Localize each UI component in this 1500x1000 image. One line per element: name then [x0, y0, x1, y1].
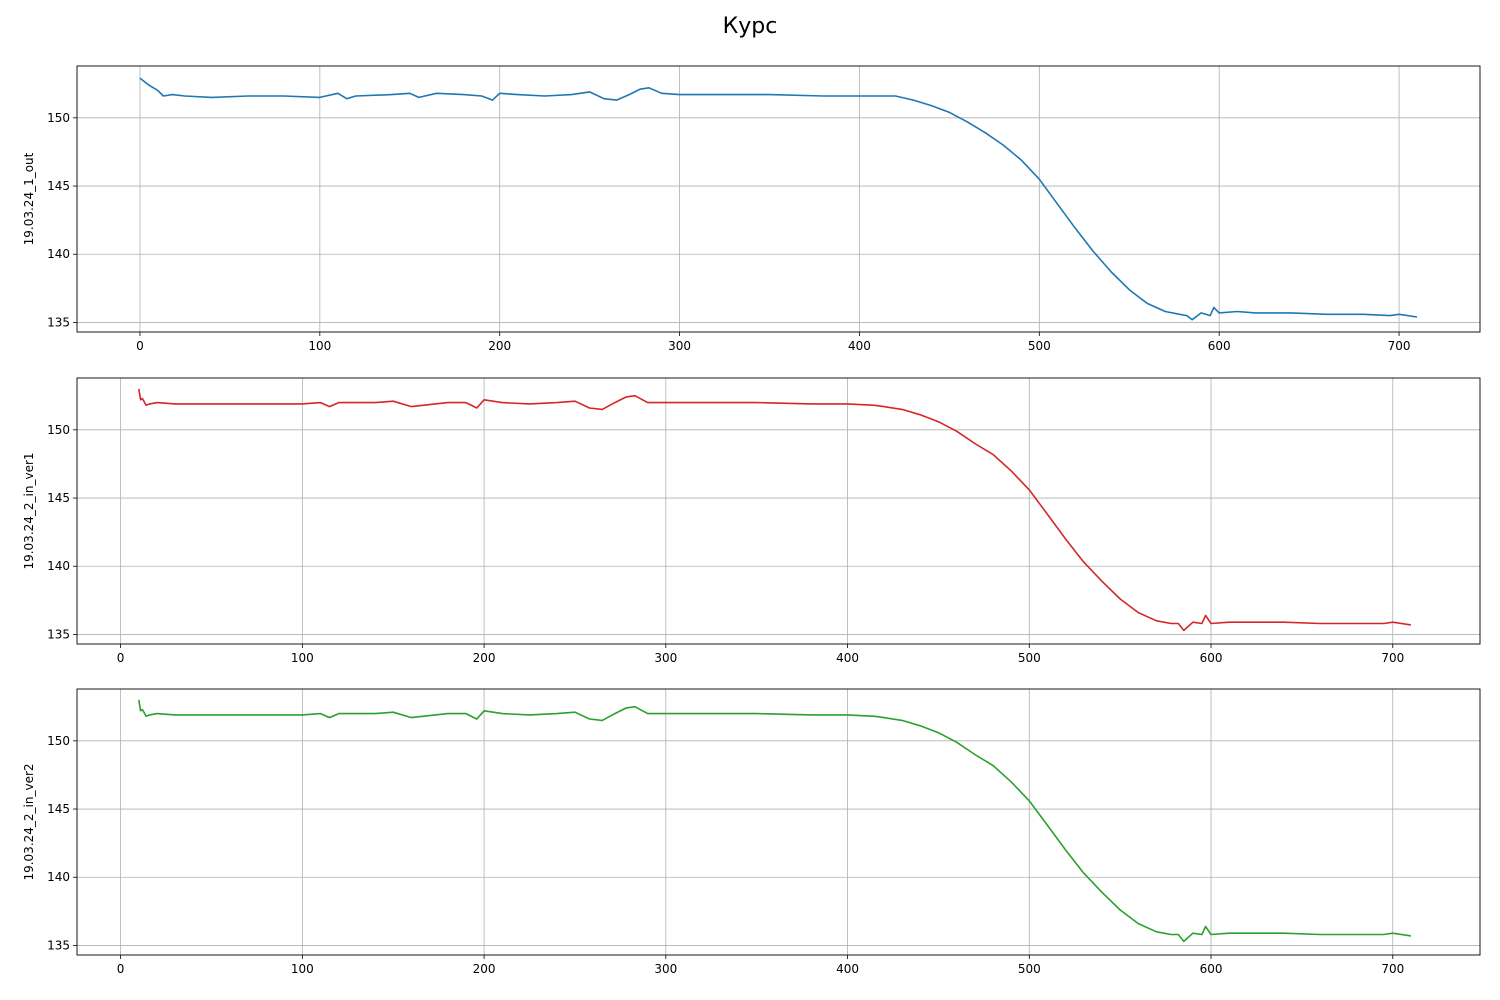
- y-tick-label: 145: [47, 802, 70, 816]
- subplot-3: 0 100 200 300 400 500 600 700 135 140 145 150 19.03.…: [22, 688, 1481, 976]
- x-tick-label: 0: [136, 339, 144, 353]
- subplot-1: 0 100 200 300 400 500 600 700 135 140 145 150 19.03.…: [22, 65, 1481, 353]
- x-tick-label: 500: [1028, 339, 1051, 353]
- axes-frame: [76, 377, 1481, 645]
- x-tick-label: 400: [836, 651, 859, 665]
- y-axis-label: 19.03.24_2_in_ver2: [22, 763, 36, 880]
- series-line-2-1: [138, 388, 1412, 632]
- y-tick-label: 135: [47, 938, 70, 952]
- y-tick-label: 135: [47, 315, 70, 329]
- figure-title: Курс: [722, 14, 778, 39]
- x-tick-label: 700: [1381, 651, 1404, 665]
- x-tick-label: 100: [291, 651, 314, 665]
- x-tick-label: 600: [1200, 651, 1223, 665]
- x-tick-label: 600: [1208, 339, 1231, 353]
- y-tick-label: 140: [47, 870, 70, 884]
- x-tick-label: 500: [1018, 962, 1041, 976]
- x-tick-label: 600: [1200, 962, 1223, 976]
- y-axis-label: 19.03.24_2_in_ver1: [22, 452, 36, 569]
- x-tick-label: 500: [1018, 651, 1041, 665]
- y-tick-label: 145: [47, 179, 70, 193]
- x-tick-label: 200: [473, 962, 496, 976]
- x-tick-label: 700: [1381, 962, 1404, 976]
- y-tick-label: 140: [47, 559, 70, 573]
- y-tick-label: 150: [47, 734, 70, 748]
- x-tick-label: 100: [291, 962, 314, 976]
- x-tick-label: 200: [473, 651, 496, 665]
- x-tick-label: 100: [308, 339, 331, 353]
- y-tick-label: 140: [47, 247, 70, 261]
- x-tick-label: 0: [117, 962, 125, 976]
- subplot-2: 0 100 200 300 400 500 600 700 135 140 145 150 19.03.…: [22, 377, 1481, 665]
- series-line-1-1: [139, 77, 1418, 321]
- x-tick-label: 200: [488, 339, 511, 353]
- x-tick-label: 400: [848, 339, 871, 353]
- y-tick-label: 150: [47, 423, 70, 437]
- axes-frame: [76, 65, 1481, 333]
- x-tick-label: 700: [1388, 339, 1411, 353]
- x-tick-label: 300: [654, 651, 677, 665]
- x-tick-label: 400: [836, 962, 859, 976]
- x-tick-label: 300: [668, 339, 691, 353]
- y-tick-label: 145: [47, 491, 70, 505]
- x-tick-label: 300: [654, 962, 677, 976]
- axes-frame: [76, 688, 1481, 956]
- x-tick-label: 0: [117, 651, 125, 665]
- y-tick-label: 150: [47, 111, 70, 125]
- series-line-3-1: [138, 699, 1412, 943]
- y-axis-label: 19.03.24_1_out: [22, 152, 36, 245]
- y-tick-label: 135: [47, 627, 70, 641]
